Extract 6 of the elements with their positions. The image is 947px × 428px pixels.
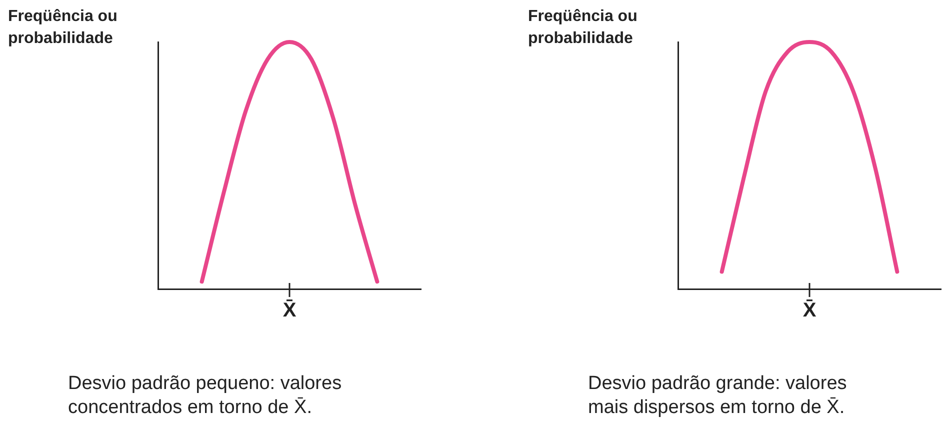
y-axis-title: Freqüência ou probabilidade bbox=[8, 7, 118, 49]
text: Desvio padrão pequeno: valores concentrados em torno de X̄. bbox=[68, 372, 343, 420]
text: X̄ bbox=[282, 299, 297, 322]
text: Desvio padrão grande: valores mais dispersos em torno de X̄. bbox=[588, 372, 848, 420]
y-axis-title: Freqüência ou probabilidade bbox=[528, 7, 638, 49]
text: X̄ bbox=[802, 299, 817, 322]
